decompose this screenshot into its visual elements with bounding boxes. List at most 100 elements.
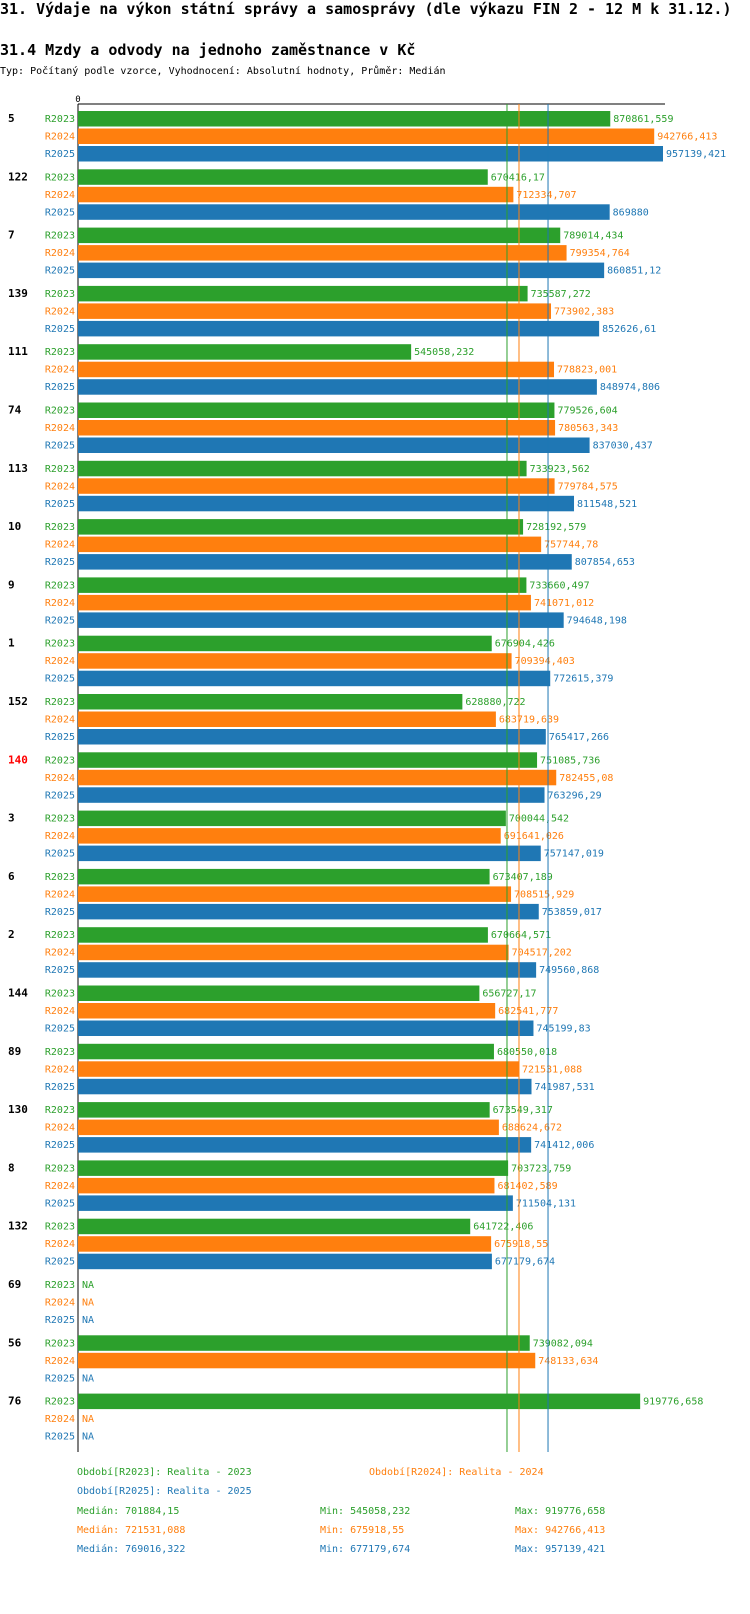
- data-label: 763296,29: [548, 790, 602, 801]
- bar: [78, 1078, 532, 1095]
- series-label: R2025: [45, 790, 75, 801]
- series-label: R2025: [45, 965, 75, 976]
- series-label: R2023: [45, 1163, 75, 1174]
- series-label: R2023: [45, 930, 75, 941]
- data-label: 869880: [613, 207, 649, 218]
- data-label: 683719,639: [499, 715, 559, 726]
- series-label: R2025: [45, 441, 75, 452]
- series-label: R2025: [45, 324, 75, 335]
- data-label: 757744,78: [544, 540, 598, 551]
- data-label: 656727,17: [482, 989, 536, 1000]
- series-label: R2025: [45, 1315, 75, 1326]
- chart-title: 31. Výdaje na výkon státní správy a samo…: [0, 0, 732, 18]
- data-label: 780563,343: [558, 423, 618, 434]
- series-label: R2025: [45, 674, 75, 685]
- bar: [78, 320, 600, 337]
- data-label: 741071,012: [534, 598, 594, 609]
- series-label: R2023: [45, 289, 75, 300]
- data-label: 680550,018: [497, 1047, 557, 1058]
- bar: [78, 1352, 536, 1369]
- series-label: R2023: [45, 872, 75, 883]
- series-label: R2025: [45, 207, 75, 218]
- series-label: R2023: [45, 114, 75, 125]
- data-label: 753859,017: [542, 907, 602, 918]
- data-label: 799354,764: [570, 248, 630, 259]
- series-label: R2024: [45, 481, 75, 492]
- series-label: R2025: [45, 149, 75, 160]
- bar: [78, 927, 488, 943]
- data-label: 712334,707: [516, 190, 576, 201]
- category-label: 152: [8, 695, 28, 708]
- series-label: R2023: [45, 464, 75, 475]
- series-label: R2024: [45, 598, 75, 609]
- bar: [78, 1061, 519, 1077]
- bar: [78, 420, 556, 436]
- data-label: 709394,403: [515, 656, 575, 667]
- series-label: R2024: [45, 365, 75, 376]
- bar: [78, 612, 564, 628]
- series-label: R2025: [45, 1140, 75, 1151]
- bar: [78, 711, 496, 727]
- data-label: 741412,006: [534, 1140, 594, 1151]
- bar: [78, 769, 557, 786]
- category-label: 2: [8, 928, 15, 941]
- bar: [78, 285, 528, 302]
- series-label: R2023: [45, 989, 75, 1000]
- bar: [78, 1043, 494, 1060]
- data-label: 942766,413: [657, 132, 717, 143]
- data-label: 711504,131: [516, 1198, 576, 1209]
- na-label: NA: [82, 1373, 94, 1384]
- bar: [78, 903, 539, 920]
- series-label: R2024: [45, 773, 75, 784]
- bar: [78, 1102, 490, 1118]
- data-label: 748133,634: [538, 1356, 598, 1367]
- data-label: 852626,61: [602, 324, 656, 335]
- data-label: 757147,019: [544, 849, 604, 860]
- na-label: NA: [82, 1432, 94, 1443]
- na-label: NA: [82, 1315, 94, 1326]
- data-label: 728192,579: [526, 522, 586, 533]
- series-label: R2025: [45, 907, 75, 918]
- series-label: R2025: [45, 382, 75, 393]
- legend-period-r2023: Období[R2023]: Realita - 2023: [77, 1467, 252, 1478]
- na-label: NA: [82, 1280, 94, 1291]
- series-label: R2025: [45, 557, 75, 568]
- series-label: R2025: [45, 1257, 75, 1268]
- data-label: 673549,317: [493, 1105, 553, 1116]
- data-label: 733923,562: [530, 464, 590, 475]
- series-label: R2023: [45, 522, 75, 533]
- series-label: R2024: [45, 1239, 75, 1250]
- category-label: 139: [8, 287, 28, 300]
- category-label: 8: [8, 1161, 15, 1174]
- series-label: R2023: [45, 1338, 75, 1349]
- series-label: R2023: [45, 172, 75, 183]
- bar: [78, 128, 655, 144]
- data-label: 677179,674: [495, 1257, 555, 1268]
- series-label: R2024: [45, 306, 75, 317]
- na-label: NA: [82, 1298, 94, 1309]
- data-label: 749560,868: [539, 965, 599, 976]
- series-label: R2024: [45, 1414, 75, 1425]
- series-label: R2025: [45, 1082, 75, 1093]
- series-label: R2025: [45, 615, 75, 626]
- series-label: R2025: [45, 732, 75, 743]
- bar: [78, 962, 537, 978]
- category-label: 132: [8, 1220, 28, 1233]
- series-label: R2024: [45, 540, 75, 551]
- bar: [78, 437, 590, 453]
- series-label: R2024: [45, 190, 75, 201]
- bar: [78, 262, 605, 279]
- data-label: 673407,189: [493, 872, 553, 883]
- data-label: 688624,672: [502, 1123, 562, 1134]
- series-label: R2023: [45, 755, 75, 766]
- bar: [78, 828, 501, 844]
- bar: [78, 944, 509, 961]
- bar: [78, 1020, 534, 1036]
- bar: [78, 303, 552, 319]
- bar: [78, 245, 567, 261]
- data-label: 779526,604: [557, 406, 617, 417]
- data-label: 700044,542: [509, 814, 569, 825]
- data-label: 682541,777: [498, 1006, 558, 1017]
- data-label: 779784,575: [558, 481, 618, 492]
- series-label: R2024: [45, 248, 75, 259]
